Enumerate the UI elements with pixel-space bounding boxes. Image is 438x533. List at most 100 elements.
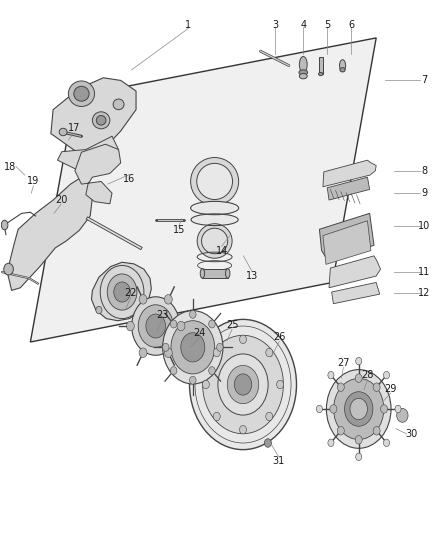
Text: 19: 19 bbox=[27, 176, 39, 187]
Text: 17: 17 bbox=[68, 123, 80, 133]
Ellipse shape bbox=[240, 425, 247, 434]
Ellipse shape bbox=[139, 348, 147, 358]
Ellipse shape bbox=[164, 295, 172, 304]
Polygon shape bbox=[30, 38, 376, 342]
Ellipse shape bbox=[340, 68, 345, 72]
Polygon shape bbox=[327, 177, 370, 200]
Text: 16: 16 bbox=[124, 174, 136, 184]
Ellipse shape bbox=[138, 305, 173, 348]
Polygon shape bbox=[323, 221, 371, 264]
Ellipse shape bbox=[383, 372, 389, 379]
Text: 13: 13 bbox=[246, 271, 258, 281]
Text: 27: 27 bbox=[337, 358, 350, 368]
Text: 20: 20 bbox=[55, 195, 67, 205]
Ellipse shape bbox=[350, 398, 367, 419]
Ellipse shape bbox=[190, 376, 196, 384]
Ellipse shape bbox=[190, 319, 297, 450]
Ellipse shape bbox=[226, 269, 230, 278]
Ellipse shape bbox=[208, 320, 215, 328]
Text: 9: 9 bbox=[421, 188, 427, 198]
Ellipse shape bbox=[337, 383, 344, 391]
Ellipse shape bbox=[1, 220, 8, 230]
Polygon shape bbox=[57, 136, 119, 171]
Text: 28: 28 bbox=[361, 370, 374, 381]
Ellipse shape bbox=[345, 392, 373, 426]
Ellipse shape bbox=[190, 310, 196, 318]
Text: 25: 25 bbox=[226, 320, 238, 330]
Ellipse shape bbox=[96, 116, 106, 125]
Ellipse shape bbox=[299, 70, 307, 75]
Ellipse shape bbox=[162, 343, 169, 351]
Bar bbox=[202, 269, 228, 278]
Ellipse shape bbox=[170, 320, 177, 328]
Text: 3: 3 bbox=[272, 20, 278, 30]
Ellipse shape bbox=[328, 439, 334, 447]
Ellipse shape bbox=[170, 367, 177, 375]
Ellipse shape bbox=[227, 366, 259, 403]
Text: 14: 14 bbox=[215, 246, 228, 255]
Ellipse shape bbox=[234, 374, 252, 395]
Ellipse shape bbox=[132, 297, 180, 356]
Ellipse shape bbox=[266, 348, 273, 357]
Text: 1: 1 bbox=[185, 20, 191, 30]
Ellipse shape bbox=[337, 426, 344, 435]
Text: 23: 23 bbox=[156, 310, 169, 320]
Ellipse shape bbox=[334, 378, 384, 440]
Ellipse shape bbox=[218, 354, 268, 415]
Bar bbox=[318, 57, 323, 74]
Ellipse shape bbox=[316, 405, 322, 413]
Ellipse shape bbox=[107, 274, 137, 310]
Ellipse shape bbox=[194, 214, 235, 225]
Ellipse shape bbox=[74, 86, 89, 101]
Ellipse shape bbox=[59, 128, 67, 136]
Text: 26: 26 bbox=[273, 332, 286, 342]
Text: 29: 29 bbox=[385, 384, 397, 394]
Ellipse shape bbox=[197, 164, 233, 199]
Ellipse shape bbox=[299, 56, 307, 72]
Ellipse shape bbox=[68, 81, 95, 107]
Ellipse shape bbox=[113, 99, 124, 110]
Ellipse shape bbox=[197, 224, 232, 259]
Ellipse shape bbox=[162, 311, 223, 384]
Ellipse shape bbox=[397, 408, 408, 422]
Ellipse shape bbox=[339, 60, 346, 71]
Ellipse shape bbox=[356, 358, 362, 365]
Ellipse shape bbox=[265, 439, 272, 447]
Text: 6: 6 bbox=[348, 20, 354, 30]
Ellipse shape bbox=[381, 405, 388, 413]
Text: 11: 11 bbox=[418, 267, 430, 277]
Text: 22: 22 bbox=[124, 288, 137, 298]
Ellipse shape bbox=[356, 453, 362, 461]
Ellipse shape bbox=[395, 405, 401, 413]
Polygon shape bbox=[92, 262, 151, 321]
Ellipse shape bbox=[194, 201, 235, 215]
Text: 30: 30 bbox=[405, 429, 417, 439]
Text: 15: 15 bbox=[173, 225, 185, 236]
Text: 24: 24 bbox=[193, 328, 205, 338]
Ellipse shape bbox=[277, 380, 284, 389]
Ellipse shape bbox=[355, 435, 362, 444]
Text: 5: 5 bbox=[324, 20, 330, 30]
Ellipse shape bbox=[373, 383, 380, 391]
Polygon shape bbox=[51, 78, 136, 152]
Ellipse shape bbox=[200, 269, 205, 278]
Ellipse shape bbox=[383, 439, 389, 447]
Ellipse shape bbox=[330, 405, 337, 413]
Ellipse shape bbox=[240, 335, 247, 344]
Ellipse shape bbox=[208, 367, 215, 375]
Text: 31: 31 bbox=[272, 456, 285, 465]
Ellipse shape bbox=[318, 72, 323, 76]
Text: 12: 12 bbox=[418, 288, 431, 298]
Ellipse shape bbox=[114, 282, 131, 302]
Text: 18: 18 bbox=[4, 161, 16, 172]
Ellipse shape bbox=[266, 412, 273, 421]
Ellipse shape bbox=[146, 314, 166, 338]
Ellipse shape bbox=[213, 412, 220, 421]
Ellipse shape bbox=[177, 321, 185, 331]
Ellipse shape bbox=[328, 372, 334, 379]
Text: 8: 8 bbox=[421, 166, 427, 176]
Text: 4: 4 bbox=[300, 20, 306, 30]
Polygon shape bbox=[75, 144, 121, 204]
Ellipse shape bbox=[213, 348, 220, 357]
Ellipse shape bbox=[217, 343, 223, 351]
